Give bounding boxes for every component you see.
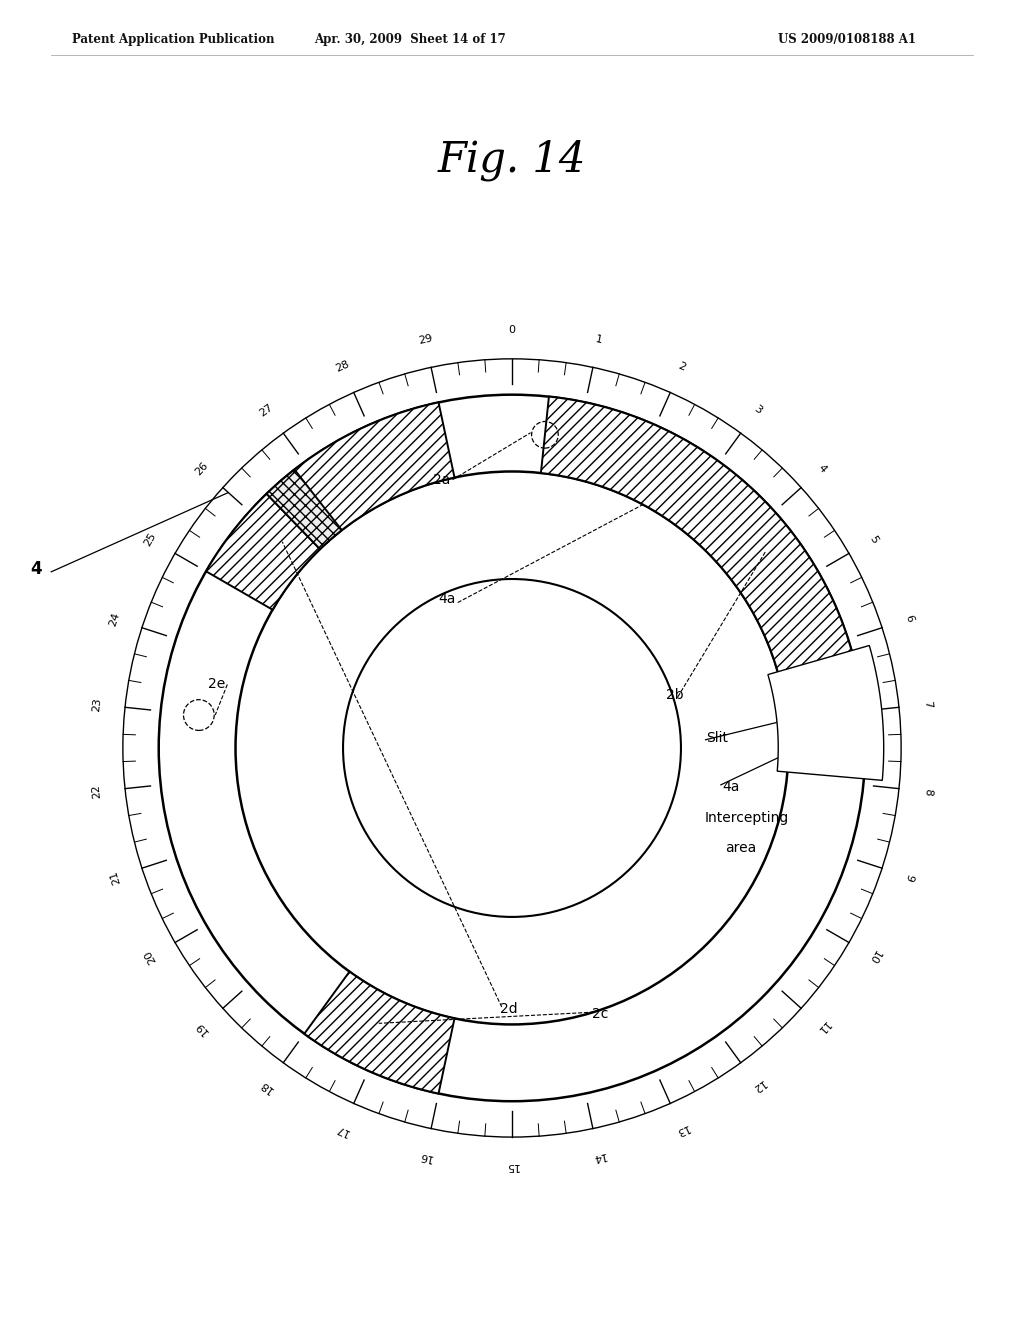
- Text: 4a: 4a: [722, 780, 739, 793]
- Text: Fig. 14: Fig. 14: [438, 139, 586, 181]
- Text: 14: 14: [591, 1150, 607, 1163]
- Text: 20: 20: [142, 948, 158, 965]
- Text: 4: 4: [816, 462, 828, 474]
- Text: 4a: 4a: [438, 593, 456, 606]
- Text: 15: 15: [505, 1160, 519, 1171]
- Text: area: area: [725, 841, 757, 855]
- Text: 26: 26: [194, 459, 210, 477]
- Text: US 2009/0108188 A1: US 2009/0108188 A1: [778, 33, 916, 46]
- Text: 2e: 2e: [208, 677, 225, 692]
- Text: 27: 27: [258, 401, 275, 418]
- Text: 10: 10: [866, 948, 882, 965]
- Text: 29: 29: [417, 333, 433, 346]
- Polygon shape: [768, 645, 884, 780]
- Text: 11: 11: [814, 1019, 830, 1036]
- Text: 17: 17: [334, 1122, 350, 1137]
- Text: 5: 5: [867, 533, 880, 545]
- Text: 7: 7: [923, 700, 933, 709]
- Text: 16: 16: [417, 1150, 433, 1163]
- Text: Intercepting: Intercepting: [705, 810, 788, 825]
- Text: 2: 2: [677, 360, 687, 372]
- Text: 2b: 2b: [666, 688, 683, 702]
- Text: 23: 23: [91, 697, 102, 711]
- Text: 19: 19: [194, 1019, 210, 1036]
- Polygon shape: [275, 403, 455, 543]
- Polygon shape: [206, 494, 319, 610]
- Text: 12: 12: [749, 1077, 766, 1094]
- Text: 22: 22: [91, 784, 102, 799]
- Text: 8: 8: [923, 788, 933, 796]
- Polygon shape: [266, 470, 342, 549]
- Polygon shape: [541, 396, 855, 681]
- Text: 6: 6: [903, 614, 915, 624]
- Text: 2a: 2a: [433, 473, 451, 487]
- Text: 4: 4: [30, 560, 42, 578]
- Text: 24: 24: [108, 611, 122, 627]
- Text: Apr. 30, 2009  Sheet 14 of 17: Apr. 30, 2009 Sheet 14 of 17: [313, 33, 506, 46]
- Text: 9: 9: [903, 873, 915, 882]
- Text: 25: 25: [142, 531, 158, 548]
- Text: Patent Application Publication: Patent Application Publication: [72, 33, 274, 46]
- Polygon shape: [781, 668, 865, 772]
- Text: 28: 28: [334, 359, 350, 374]
- Text: 2d: 2d: [500, 1002, 517, 1016]
- Text: 2c: 2c: [592, 1007, 608, 1022]
- Text: 18: 18: [258, 1077, 275, 1094]
- Text: 3: 3: [752, 404, 763, 416]
- Text: Slit: Slit: [707, 731, 728, 744]
- Text: 1: 1: [594, 334, 603, 345]
- Text: 0: 0: [509, 325, 515, 335]
- Text: 13: 13: [674, 1122, 690, 1137]
- Polygon shape: [304, 972, 455, 1093]
- Text: 21: 21: [108, 869, 122, 886]
